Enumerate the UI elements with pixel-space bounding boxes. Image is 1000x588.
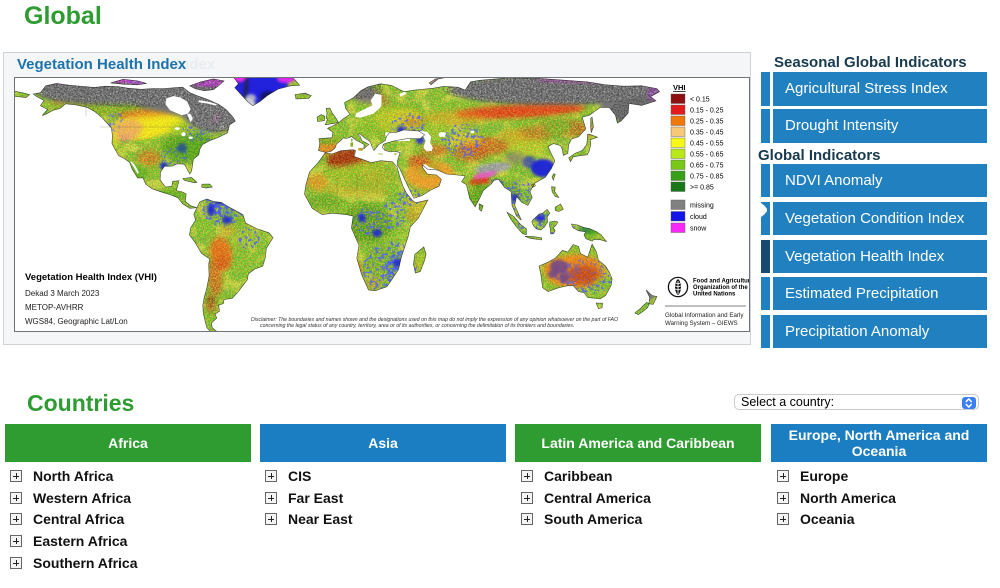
svg-text:0.65 - 0.75: 0.65 - 0.75 [690,163,724,170]
svg-text:cloud: cloud [690,214,707,221]
svg-text:snow: snow [690,226,707,233]
svg-text:0.35 - 0.45: 0.35 - 0.45 [690,130,724,137]
svg-text:Warning System – GIEWS: Warning System – GIEWS [665,320,738,327]
svg-text:0.15 - 0.25: 0.15 - 0.25 [690,108,724,115]
svg-text:< 0.15: < 0.15 [690,97,710,104]
svg-text:0.55 - 0.65: 0.55 - 0.65 [690,152,724,159]
svg-text:Global Information and Early: Global Information and Early [665,312,744,319]
svg-text:Vegetation Health Index (VHI): Vegetation Health Index (VHI) [25,272,157,283]
svg-text:concerning the legal status of: concerning the legal status of any count… [260,323,574,329]
svg-text:0.45 - 0.55: 0.45 - 0.55 [690,141,724,148]
svg-text:Organization of the: Organization of the [693,285,748,291]
svg-text:Food and Agriculture: Food and Agriculture [693,279,749,285]
svg-text:United Nations: United Nations [693,292,736,298]
svg-text:WGS84, Geographic Lat/Lon: WGS84, Geographic Lat/Lon [25,317,128,326]
svg-text:0.75 - 0.85: 0.75 - 0.85 [690,174,724,181]
svg-text:Disclaimer: The boundaries and: Disclaimer: The boundaries and names sho… [251,317,618,323]
svg-text:Dekad 3 March 2023: Dekad 3 March 2023 [25,289,100,298]
svg-text:>= 0.85: >= 0.85 [690,185,714,192]
svg-text:0.25 - 0.35: 0.25 - 0.35 [690,119,724,126]
svg-text:missing: missing [690,203,714,210]
svg-text:METOP-AVHRR: METOP-AVHRR [25,303,84,312]
svg-text:VHI: VHI [673,83,686,92]
